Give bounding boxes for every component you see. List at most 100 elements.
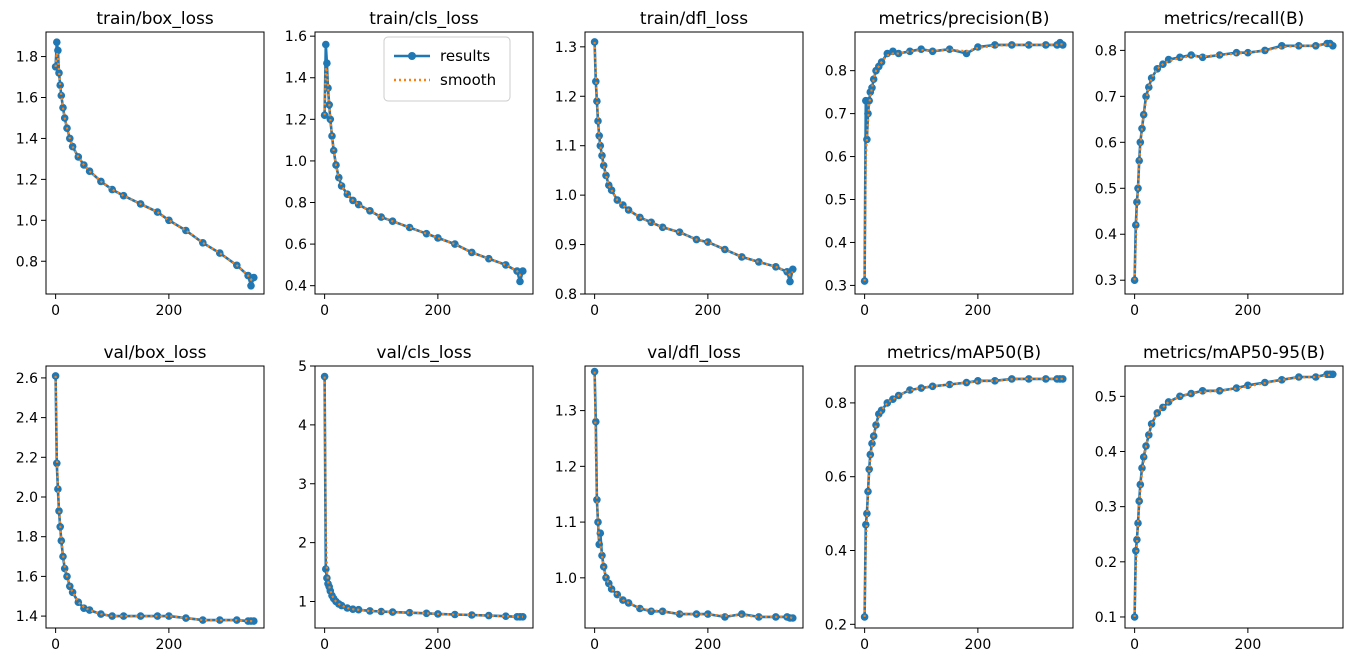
data-point [323,59,331,67]
y-tick-label: 1.4 [285,71,307,87]
chart-title: train/dfl_loss [640,9,748,29]
y-tick-label: 1.0 [555,571,577,587]
data-point [866,450,875,459]
data-point [1176,53,1184,62]
y-tick-label: 5 [298,359,307,375]
series-line-smooth-overlay [1133,373,1333,618]
y-tick-label: 1.3 [555,404,577,420]
data-point [354,200,363,209]
data-point [598,151,606,160]
data-point [56,81,64,89]
data-point [658,607,667,616]
chart-panel-3: train/dfl_loss 0.8 0.9 1.0 1.1 1.2 1.3 0 200 [555,9,804,319]
data-point [738,610,746,618]
data-point [250,617,258,625]
data-point [786,277,794,286]
data-point [602,171,610,180]
y-tick-label: 0.3 [1095,500,1117,516]
data-point [889,47,897,56]
data-point [53,459,61,468]
series-line-smooth [593,371,794,619]
data-point [869,75,878,83]
y-tick-label: 1.0 [555,188,577,204]
data-point [595,540,603,549]
data-point [53,38,61,46]
data-point [516,277,524,286]
chart-panel-10: metrics/mAP50-95(B) 0.1 0.2 0.3 0.4 0.5 0 200 [1095,343,1344,653]
plot-frame [854,31,1074,295]
y-tick-label: 1.1 [555,515,577,531]
series-line-smooth-overlay [54,52,255,282]
chart-title: metrics/mAP50(B) [887,343,1041,363]
data-point [1215,51,1224,59]
x-tick-label: 0 [51,303,60,319]
y-tick-label: 4 [298,418,307,434]
data-point [868,84,876,92]
y-tick-label: 2.0 [16,490,38,506]
y-tick-label: 0.6 [825,150,847,166]
y-tick-label: 0.1 [1095,610,1117,626]
y-tick-label: 0.7 [825,107,847,123]
data-point [468,611,476,619]
data-point [906,47,914,56]
data-point [485,254,493,263]
data-point [119,612,128,620]
data-point [1059,41,1067,49]
data-point [738,253,746,261]
data-point [945,45,954,53]
y-tick-label: 0.7 [1095,89,1117,105]
y-tick-label: 1.1 [555,139,577,155]
y-tick-label: 1 [298,595,307,611]
y-tick-label: 0.8 [1095,43,1117,59]
data-point [974,377,982,385]
y-tick-label: 0.4 [285,279,307,295]
series-line-smooth [863,43,1063,282]
chart-title: metrics/precision(B) [879,9,1050,29]
x-tick-label: 200 [1235,637,1262,653]
y-tick-label: 0.8 [16,254,38,270]
data-point [1134,519,1142,527]
y-tick-label: 0.9 [555,238,577,254]
data-point [1145,83,1153,91]
data-point [868,439,876,448]
data-point [658,223,667,232]
y-tick-label: 1.4 [16,131,38,147]
data-point [593,97,601,105]
data-point [945,380,954,389]
y-tick-label: 0.3 [825,278,847,294]
data-point [599,161,608,170]
data-point [1312,373,1320,381]
series-line-results [1133,42,1334,281]
data-point [789,614,797,622]
y-tick-label: 0.2 [1095,555,1117,571]
series-line-smooth-overlay [323,376,523,618]
data-point [1133,535,1141,544]
data-point [1130,276,1139,285]
data-point [1136,480,1145,489]
series-line-smooth [863,377,1063,617]
data-point [366,607,374,615]
x-tick-label: 0 [590,303,599,319]
data-point [422,609,431,618]
x-tick-label: 0 [51,637,60,653]
chart-title: val/dfl_loss [647,343,741,363]
data-point [1329,370,1337,379]
data-point [57,536,66,545]
y-tick-label: 2.4 [16,411,38,427]
x-tick-label: 200 [965,303,992,319]
data-point [647,607,655,616]
y-tick-label: 0.8 [825,396,847,412]
data-point [434,234,442,242]
plot-frame [584,365,804,629]
data-point [153,208,162,216]
y-tick-label: 2.2 [16,450,38,466]
x-tick-label: 0 [320,303,329,319]
x-tick-label: 200 [1235,303,1262,319]
x-tick-label: 200 [695,303,722,319]
x-tick-label: 0 [1130,637,1139,653]
chart-panel-2: train/cls_loss 0.4 0.6 0.8 1.0 1.2 1.4 1.6 0 200 [285,9,534,319]
x-tick-label: 200 [425,637,452,653]
x-tick-label: 0 [860,303,869,319]
series-line-smooth-overlay [593,371,794,619]
y-tick-label: 1.2 [16,172,38,188]
